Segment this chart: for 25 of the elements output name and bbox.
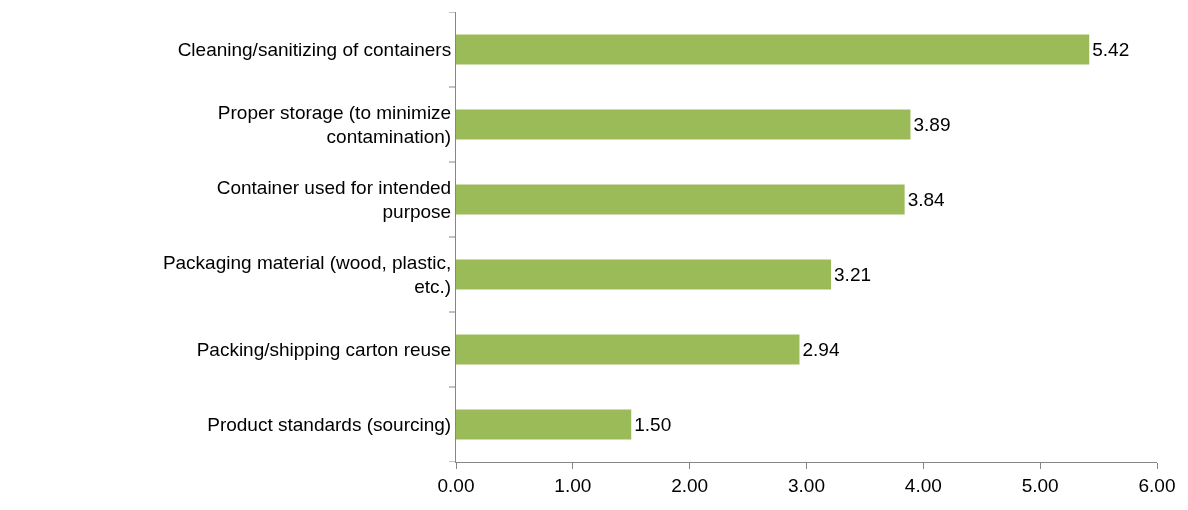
x-tick-label: 4.00 xyxy=(904,474,942,496)
bar xyxy=(456,34,1090,65)
bar xyxy=(456,259,832,290)
data-label: 3.89 xyxy=(913,114,951,135)
data-label: 5.42 xyxy=(1092,39,1130,60)
x-tick-label: 3.00 xyxy=(788,474,825,496)
y-tick-label: Proper storage (to minimize contamination) xyxy=(217,101,452,148)
data-label: 3.84 xyxy=(907,189,946,210)
data-label: 2.94 xyxy=(802,339,840,360)
y-tick-label: Container used for intended purpose xyxy=(216,176,452,223)
y-tick-label: Packaging material (wood, plastic, etc.) xyxy=(162,251,452,298)
y-tick-label: Product standards (sourcing) xyxy=(207,414,452,436)
data-label: 1.50 xyxy=(634,414,672,435)
bar xyxy=(456,184,905,215)
x-tick-label: 6.00 xyxy=(1138,474,1176,496)
data-label: 3.21 xyxy=(834,264,872,285)
x-tick-label: 1.00 xyxy=(554,474,592,496)
bar xyxy=(456,109,911,140)
y-tick-label: Cleaning/sanitizing of containers xyxy=(177,39,452,61)
x-tick-label: 0.00 xyxy=(437,474,475,496)
bar xyxy=(456,409,632,440)
x-tick-label: 2.00 xyxy=(671,474,709,496)
x-tick-label: 5.00 xyxy=(1021,474,1059,496)
bar xyxy=(456,334,800,365)
y-tick-label: Packing/shipping carton reuse xyxy=(196,339,452,361)
